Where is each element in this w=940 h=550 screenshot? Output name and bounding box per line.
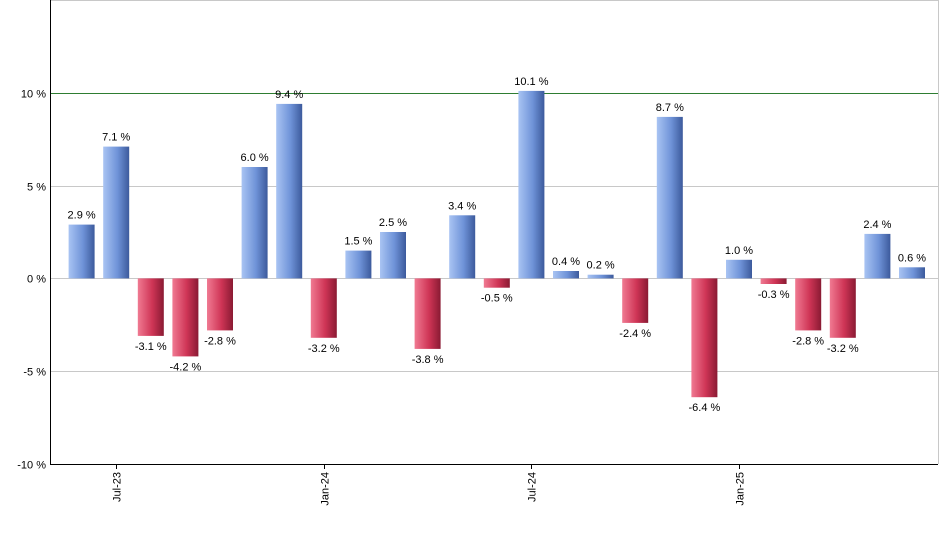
data-label: 1.0 % (725, 245, 753, 257)
y-tick-label: 10 % (21, 89, 46, 101)
data-label: 1.5 % (344, 236, 372, 248)
data-label: 2.5 % (379, 217, 407, 229)
bar (310, 278, 337, 338)
bar (172, 278, 199, 357)
bar (241, 167, 268, 279)
bar (380, 232, 406, 279)
data-label: -0.5 % (481, 293, 513, 305)
bar (207, 278, 233, 331)
x-tick-label: Jul-23 (112, 472, 124, 502)
bar (622, 278, 649, 323)
data-label: -3.2 % (827, 343, 859, 355)
data-label: -4.2 % (170, 361, 202, 373)
data-label: -3.8 % (412, 354, 444, 366)
bar (518, 90, 545, 279)
bar (449, 215, 476, 279)
data-label: -2.4 % (619, 328, 651, 340)
bar (864, 233, 891, 279)
bar (68, 224, 95, 279)
y-tick-label: 0 % (27, 274, 46, 286)
bar (483, 278, 510, 288)
data-label: 8.7 % (656, 102, 684, 114)
bar (587, 274, 614, 279)
bar (795, 278, 822, 331)
y-tick-label: 5 % (27, 182, 46, 194)
data-label: 2.9 % (68, 210, 96, 222)
data-label: -3.1 % (135, 341, 167, 353)
bar (691, 278, 718, 398)
bar (103, 146, 130, 279)
x-tick-label: Jul-24 (527, 472, 539, 502)
bar (137, 278, 164, 336)
bar (553, 271, 579, 279)
data-label: 10.1 % (514, 76, 548, 88)
data-label: 6.0 % (241, 152, 269, 164)
bars (68, 90, 925, 398)
data-label: 0.6 % (898, 252, 926, 264)
x-tick-label: Jan-24 (320, 472, 332, 506)
bar (276, 103, 303, 279)
data-label: 3.4 % (448, 200, 476, 212)
bar (345, 250, 372, 279)
x-tick-label: Jan-25 (735, 472, 747, 506)
y-tick-label: -10 % (17, 460, 46, 472)
bar (899, 267, 925, 279)
bar (829, 278, 856, 338)
data-label: 7.1 % (102, 132, 130, 144)
data-label: -2.8 % (792, 335, 824, 347)
data-labels: 2.9 % 7.1 % -3.1 %-4.2 % -2.8 % 6.0 % 9.4 % -3… (68, 76, 927, 414)
data-label: -2.8 % (204, 335, 236, 347)
bar (760, 278, 787, 284)
data-label: 0.4 % (552, 256, 580, 268)
y-tick-label: -5 % (23, 367, 46, 379)
data-label: 2.4 % (863, 219, 891, 231)
data-label: 9.4 % (275, 89, 303, 101)
data-label: 0.2 % (587, 260, 615, 272)
bar (414, 278, 441, 349)
data-label: -6.4 % (689, 402, 721, 414)
grid-lines (50, 0, 939, 465)
data-label: -3.2 % (308, 343, 340, 355)
axes: 10 % 5 % 0 % -5 % -10 % Jul-23 Jan-24 Jul-24 Jan… (17, 0, 938, 506)
bar (656, 116, 683, 279)
bar (726, 259, 752, 279)
data-label: -0.3 % (758, 289, 790, 301)
